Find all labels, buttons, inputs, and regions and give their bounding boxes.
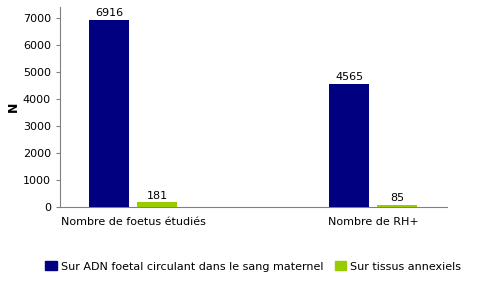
Bar xyxy=(89,20,129,207)
Text: 85: 85 xyxy=(390,194,405,203)
Text: 4565: 4565 xyxy=(336,72,363,82)
Text: 6916: 6916 xyxy=(95,8,123,18)
Bar xyxy=(377,205,418,207)
Legend: Sur ADN foetal circulant dans le sang maternel, Sur tissus annexiels: Sur ADN foetal circulant dans le sang ma… xyxy=(41,257,466,276)
Text: 181: 181 xyxy=(147,191,168,201)
Y-axis label: N: N xyxy=(7,102,20,112)
Bar xyxy=(137,202,177,207)
Bar xyxy=(329,84,370,207)
